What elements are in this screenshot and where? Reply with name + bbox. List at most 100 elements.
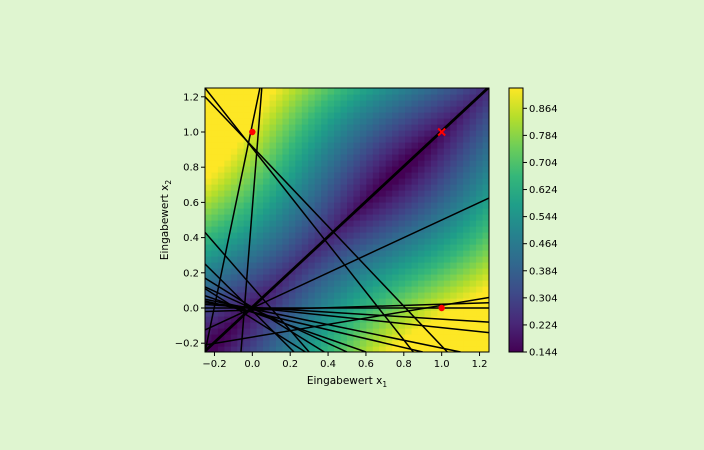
heatmap-cell bbox=[308, 328, 316, 335]
heatmap-cell bbox=[224, 100, 232, 107]
y-tick-label: 0.4 bbox=[183, 233, 199, 244]
heatmap-cell bbox=[340, 250, 348, 257]
heatmap-cell bbox=[347, 184, 355, 191]
heatmap-cell bbox=[205, 328, 213, 335]
heatmap-cell bbox=[295, 142, 303, 149]
heatmap-cell bbox=[372, 100, 380, 107]
heatmap-cell bbox=[282, 94, 290, 101]
heatmap-cell bbox=[476, 238, 484, 245]
heatmap-cell bbox=[288, 262, 296, 269]
heatmap-cell bbox=[418, 130, 426, 137]
heatmap-cell bbox=[250, 250, 258, 257]
heatmap-cell bbox=[482, 136, 489, 143]
heatmap-cell bbox=[250, 154, 258, 161]
heatmap-cell bbox=[282, 202, 290, 209]
heatmap-cell bbox=[327, 130, 335, 137]
heatmap-cell bbox=[430, 346, 438, 352]
heatmap-cell bbox=[295, 202, 303, 209]
heatmap-cell bbox=[353, 118, 361, 125]
heatmap-cell bbox=[282, 220, 290, 227]
heatmap-cell bbox=[450, 202, 458, 209]
heatmap-cell bbox=[288, 220, 296, 227]
heatmap-cell bbox=[288, 202, 296, 209]
heatmap-cell bbox=[308, 316, 316, 323]
heatmap-cell bbox=[430, 172, 438, 179]
heatmap-cell bbox=[443, 88, 451, 95]
heatmap-cell bbox=[347, 196, 355, 203]
heatmap-cell bbox=[476, 184, 484, 191]
heatmap-cell bbox=[211, 256, 219, 263]
heatmap-cell bbox=[418, 136, 426, 143]
heatmap-cell bbox=[334, 184, 342, 191]
heatmap-cell bbox=[237, 190, 245, 197]
heatmap-cell bbox=[385, 130, 393, 137]
heatmap-cell bbox=[443, 118, 451, 125]
heatmap-cell bbox=[385, 118, 393, 125]
heatmap-cell bbox=[334, 190, 342, 197]
heatmap-cell bbox=[476, 196, 484, 203]
heatmap-cell bbox=[269, 274, 277, 281]
x-axis-label: Eingabewert x1 bbox=[307, 375, 387, 389]
heatmap-cell bbox=[418, 316, 426, 323]
heatmap-cell bbox=[450, 214, 458, 221]
heatmap-cell bbox=[418, 154, 426, 161]
heatmap-cell bbox=[405, 142, 413, 149]
heatmap-cell bbox=[437, 268, 445, 275]
heatmap-cell bbox=[418, 196, 426, 203]
heatmap-cell bbox=[295, 214, 303, 221]
heatmap-cell bbox=[385, 322, 393, 329]
heatmap-cell bbox=[476, 112, 484, 119]
heatmap-cell bbox=[456, 268, 464, 275]
heatmap-cell bbox=[443, 328, 451, 335]
heatmap-cell bbox=[437, 190, 445, 197]
heatmap-cell bbox=[301, 340, 309, 347]
heatmap-cell bbox=[359, 154, 367, 161]
heatmap-cell bbox=[321, 346, 329, 352]
heatmap-cell bbox=[282, 124, 290, 131]
heatmap-cell bbox=[430, 322, 438, 329]
heatmap-cell bbox=[366, 118, 374, 125]
heatmap-cell bbox=[424, 250, 432, 257]
heatmap-cell bbox=[430, 118, 438, 125]
heatmap-cell bbox=[230, 238, 238, 245]
heatmap-cell bbox=[224, 154, 232, 161]
heatmap-cell bbox=[250, 160, 258, 167]
heatmap-cell bbox=[327, 286, 335, 293]
heatmap-cell bbox=[392, 160, 400, 167]
heatmap-cell bbox=[288, 298, 296, 305]
heatmap-cell bbox=[276, 250, 284, 257]
heatmap-cell bbox=[237, 250, 245, 257]
heatmap-cell bbox=[418, 280, 426, 287]
data-point bbox=[438, 304, 445, 312]
heatmap-cell bbox=[230, 226, 238, 233]
heatmap-cell bbox=[366, 214, 374, 221]
heatmap-cell bbox=[469, 232, 477, 239]
heatmap-cell bbox=[230, 286, 238, 293]
heatmap-cell bbox=[224, 244, 232, 251]
heatmap-cell bbox=[263, 226, 271, 233]
heatmap-cell bbox=[301, 172, 309, 179]
heatmap-cell bbox=[288, 226, 296, 233]
colorbar-tick-label: 0.544 bbox=[529, 212, 558, 223]
heatmap-cell bbox=[450, 154, 458, 161]
heatmap-cell bbox=[308, 268, 316, 275]
heatmap-cell bbox=[430, 298, 438, 305]
heatmap-cell bbox=[450, 166, 458, 173]
heatmap-cell bbox=[205, 94, 213, 101]
heatmap-cell bbox=[392, 226, 400, 233]
heatmap-cell bbox=[321, 118, 329, 125]
heatmap-cell bbox=[334, 238, 342, 245]
heatmap-cell bbox=[418, 310, 426, 317]
heatmap-cell bbox=[398, 340, 406, 347]
heatmap-cell bbox=[385, 280, 393, 287]
heatmap-cell bbox=[450, 274, 458, 281]
heatmap-cell bbox=[205, 100, 213, 107]
colorbar-tick-label: 0.224 bbox=[529, 320, 558, 331]
heatmap-cell bbox=[340, 106, 348, 113]
y-tick-label: 0.8 bbox=[183, 163, 199, 174]
heatmap-cell bbox=[256, 196, 264, 203]
heatmap-cell bbox=[301, 106, 309, 113]
heatmap-cell bbox=[411, 310, 419, 317]
heatmap-cell bbox=[450, 250, 458, 257]
